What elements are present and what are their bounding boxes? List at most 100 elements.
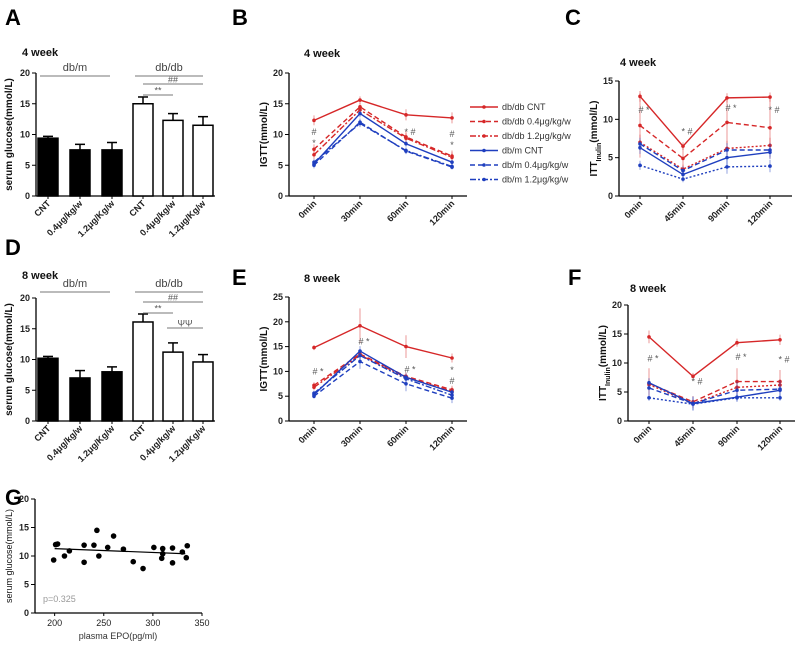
data-point bbox=[735, 396, 739, 400]
bar bbox=[132, 321, 154, 422]
data-point bbox=[647, 386, 651, 390]
x-tick-label: 30min bbox=[339, 423, 364, 448]
bar bbox=[69, 149, 91, 197]
significance-label: # * bbox=[735, 352, 747, 362]
series-line bbox=[313, 353, 453, 391]
y-tick-label: 10 bbox=[273, 130, 283, 140]
bar bbox=[192, 361, 214, 422]
y-axis-label: serum glucose(mmol/L) bbox=[4, 78, 15, 191]
data-point bbox=[450, 160, 454, 164]
x-tick-label: 90min bbox=[706, 198, 731, 223]
group-label: db/db bbox=[155, 62, 183, 74]
y-tick-label: 10 bbox=[19, 551, 29, 561]
x-tick-label: 250 bbox=[96, 618, 111, 628]
y-tick-label: 15 bbox=[273, 342, 283, 352]
y-tick-label: 5 bbox=[25, 385, 30, 395]
data-point bbox=[725, 165, 729, 169]
data-point bbox=[91, 542, 97, 548]
x-tick-label: 0min bbox=[631, 423, 653, 445]
series-line bbox=[313, 324, 453, 359]
x-tick-label: 120min bbox=[755, 423, 784, 452]
x-tick-label: 200 bbox=[47, 618, 62, 628]
significance-label: * # bbox=[681, 127, 692, 137]
significance-label: ΨΨ bbox=[177, 319, 192, 329]
data-point bbox=[159, 545, 166, 552]
x-tick-label: 120min bbox=[427, 423, 456, 452]
x-tick-label: 0min bbox=[296, 423, 318, 445]
y-tick-label: 0 bbox=[25, 191, 30, 201]
bar bbox=[192, 124, 214, 197]
series-line bbox=[639, 121, 771, 160]
y-tick-label: 15 bbox=[20, 99, 30, 109]
data-point bbox=[159, 550, 166, 557]
significance-label: ## bbox=[168, 293, 178, 303]
significance-label: ## bbox=[168, 75, 178, 85]
panel-title: 8 week bbox=[304, 273, 341, 285]
series-line bbox=[313, 99, 453, 121]
significance-label: # bbox=[311, 127, 316, 137]
series-line bbox=[648, 387, 781, 405]
data-point bbox=[725, 96, 729, 100]
panel-title: 4 week bbox=[304, 48, 341, 60]
data-point bbox=[450, 356, 454, 360]
data-point bbox=[358, 98, 362, 102]
x-tick-label: 120min bbox=[745, 198, 774, 227]
x-tick-label: CNT bbox=[127, 423, 148, 444]
data-point bbox=[778, 338, 782, 342]
x-tick-label: 90min bbox=[716, 423, 741, 448]
y-tick-label: 20 bbox=[20, 68, 30, 78]
bar bbox=[37, 357, 59, 422]
y-axis-label: IGTT(mmol/L) bbox=[259, 327, 270, 392]
y-tick-label: 0 bbox=[278, 416, 283, 426]
data-point bbox=[725, 120, 729, 125]
y-tick-label: 10 bbox=[273, 366, 283, 376]
y-axis-label: ITTInulin(mmol/L) bbox=[598, 325, 612, 401]
x-tick-label: CNT bbox=[32, 198, 53, 219]
x-tick-label: CNT bbox=[32, 423, 53, 444]
significance-label: # bbox=[449, 129, 454, 139]
bar bbox=[69, 377, 91, 422]
data-point bbox=[404, 148, 408, 153]
y-axis-label: IGTT(mmol/L) bbox=[259, 102, 270, 167]
data-point bbox=[404, 141, 408, 146]
data-point bbox=[638, 142, 642, 146]
data-point bbox=[681, 156, 685, 161]
panel-label: C bbox=[565, 5, 581, 30]
data-point bbox=[681, 177, 685, 181]
legend-label: db/m 0.4μg/kg/w bbox=[502, 160, 569, 170]
panel-label: A bbox=[5, 5, 21, 30]
y-axis-label: serum glucose(mmol/L) bbox=[4, 303, 15, 416]
data-point bbox=[151, 544, 157, 551]
data-point bbox=[158, 555, 165, 562]
y-axis-label: serum glucose(mmol/L) bbox=[4, 509, 14, 603]
data-point bbox=[54, 541, 61, 547]
legend-marker bbox=[482, 148, 486, 153]
x-tick-label: 300 bbox=[145, 618, 160, 628]
significance-label: ** bbox=[154, 86, 162, 96]
data-point bbox=[96, 553, 102, 559]
y-tick-label: 20 bbox=[20, 293, 30, 303]
panel-title: 8 week bbox=[630, 283, 667, 295]
significance-label: * # bbox=[691, 377, 702, 387]
data-point bbox=[681, 168, 685, 173]
y-axis-label: ITTInulin(mmol/L) bbox=[589, 101, 603, 177]
group-label: db/db bbox=[155, 278, 183, 290]
legend-marker bbox=[482, 134, 486, 138]
series-line bbox=[639, 164, 771, 180]
bar bbox=[101, 371, 123, 422]
data-point bbox=[61, 553, 68, 559]
x-tick-label: CNT bbox=[127, 198, 148, 219]
data-point bbox=[647, 335, 651, 339]
data-point bbox=[110, 533, 117, 539]
y-tick-label: 15 bbox=[603, 76, 613, 86]
data-point bbox=[358, 121, 362, 126]
data-point bbox=[778, 387, 782, 391]
significance-label: * # bbox=[778, 355, 789, 365]
panel-label: B bbox=[232, 5, 248, 30]
panel-title: 4 week bbox=[22, 47, 59, 59]
data-point bbox=[81, 559, 87, 566]
y-label-unit: (mmol/L) bbox=[598, 325, 609, 367]
series-line bbox=[639, 95, 771, 148]
data-point bbox=[404, 344, 408, 349]
